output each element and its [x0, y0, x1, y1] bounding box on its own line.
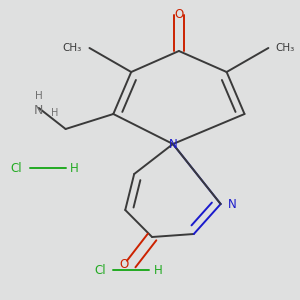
Text: N: N: [228, 197, 237, 211]
Text: CH₃: CH₃: [63, 43, 82, 53]
Text: CH₃: CH₃: [276, 43, 295, 53]
Text: O: O: [174, 8, 184, 22]
Text: O: O: [119, 257, 128, 271]
Text: H: H: [154, 263, 162, 277]
Text: Cl: Cl: [11, 161, 22, 175]
Text: H: H: [35, 91, 43, 101]
Text: N: N: [169, 137, 177, 151]
Text: N: N: [34, 104, 44, 118]
Text: H: H: [51, 107, 58, 118]
Text: Cl: Cl: [94, 263, 106, 277]
Text: H: H: [70, 161, 79, 175]
